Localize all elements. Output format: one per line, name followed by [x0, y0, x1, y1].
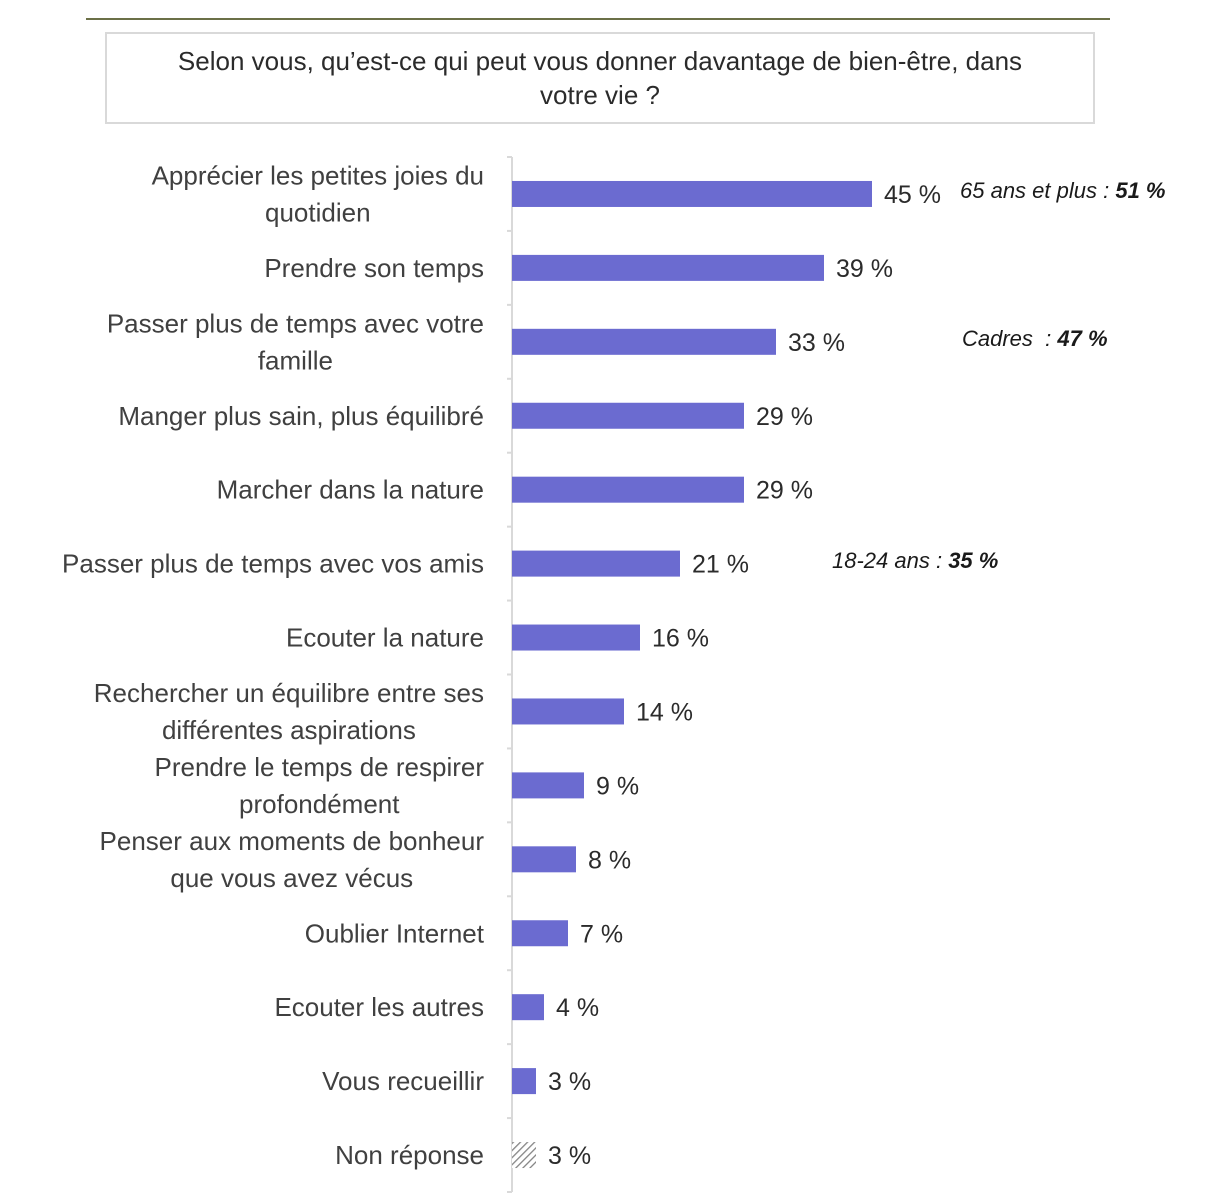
data-label: 3 % [548, 1068, 591, 1096]
subgroup-annotation: 65 ans et plus : 51 % [960, 178, 1165, 204]
category-label-line: que vous avez vécus [170, 863, 413, 893]
bar [512, 624, 640, 651]
category-label: Passer plus de temps avec votre famille [107, 308, 484, 375]
bar [512, 476, 744, 503]
bar [512, 846, 576, 873]
category-label: Ecouter la nature [286, 623, 484, 653]
category-label-line: Apprécier les petites joies du [152, 160, 484, 190]
category-label-line: Prendre son temps [264, 253, 484, 283]
subgroup-annotation-label: 65 ans et plus : [960, 177, 1116, 203]
bar [512, 698, 624, 725]
chart-title: Selon vous, qu’est-ce qui peut vous donn… [177, 46, 1023, 110]
category-label: Passer plus de temps avec vos amis [62, 549, 484, 579]
category-label: Oublier Internet [305, 918, 485, 948]
bar [512, 994, 544, 1021]
data-label: 7 % [580, 920, 623, 948]
data-label: 4 % [556, 994, 599, 1022]
data-label: 16 % [652, 625, 709, 653]
category-label-line: Penser aux moments de bonheur [100, 826, 485, 856]
bar [512, 1068, 536, 1095]
category-label: Marcher dans la nature [217, 475, 484, 505]
data-label: 29 % [756, 477, 813, 505]
category-label: Apprécier les petites joies du quotidien [152, 160, 484, 227]
category-label-line: Ecouter la nature [286, 623, 484, 653]
category-label-line: Non réponse [335, 1140, 484, 1170]
category-label-line: famille [258, 345, 333, 375]
category-label-line: Ecouter les autres [274, 992, 484, 1022]
bar [512, 550, 680, 577]
category-label-line: quotidien [265, 197, 371, 227]
data-label: 33 % [788, 329, 845, 357]
category-label-line: différentes aspirations [162, 715, 416, 745]
category-label-line: Vous recueillir [322, 1066, 484, 1096]
bar [512, 180, 872, 207]
bar [512, 772, 584, 799]
data-label: 21 % [692, 551, 749, 579]
category-label: Rechercher un équilibre entre ses différe… [94, 678, 484, 745]
category-label-line: Manger plus sain, plus équilibré [118, 401, 484, 431]
category-label: Penser aux moments de bonheur que vous av… [100, 826, 485, 893]
data-label: 14 % [636, 698, 693, 726]
data-label: 29 % [756, 403, 813, 431]
top-rule [86, 18, 1110, 20]
subgroup-annotation: Cadres : 47 % [962, 326, 1108, 352]
category-label: Prendre le temps de respirer profondément [155, 752, 485, 819]
subgroup-annotation-label: 18-24 ans : [832, 547, 949, 573]
category-label: Vous recueillir [322, 1066, 484, 1096]
data-label: 3 % [548, 1142, 591, 1170]
category-label-line: Passer plus de temps avec votre [107, 308, 484, 338]
data-label: 9 % [596, 772, 639, 800]
category-label-line: Passer plus de temps avec vos amis [62, 549, 484, 579]
category-label-line: Rechercher un équilibre entre ses [94, 678, 484, 708]
category-label: Prendre son temps [264, 253, 484, 283]
bar [512, 920, 568, 947]
subgroup-annotation: 18-24 ans : 35 % [832, 548, 998, 574]
subgroup-annotation-value: 51 % [1115, 177, 1166, 203]
category-label: Manger plus sain, plus équilibré [118, 401, 484, 431]
category-label-line: Marcher dans la nature [217, 475, 484, 505]
subgroup-annotation-value: 35 % [948, 547, 999, 573]
bar [512, 1142, 536, 1169]
category-label: Ecouter les autres [274, 992, 484, 1022]
subgroup-annotation-label: Cadres : [962, 325, 1058, 351]
category-label-line: Oublier Internet [305, 918, 485, 948]
subgroup-annotation-value: 47 % [1057, 325, 1108, 351]
data-label: 8 % [588, 846, 631, 874]
category-label-line: Prendre le temps de respirer [155, 752, 485, 782]
bar [512, 402, 744, 429]
bar [512, 328, 776, 355]
data-label: 39 % [836, 255, 893, 283]
category-label-line: profondément [239, 789, 400, 819]
chart-title-box: Selon vous, qu’est-ce qui peut vous donn… [105, 32, 1095, 124]
category-label: Non réponse [335, 1140, 484, 1170]
bar [512, 254, 824, 281]
data-label: 45 % [884, 181, 941, 209]
